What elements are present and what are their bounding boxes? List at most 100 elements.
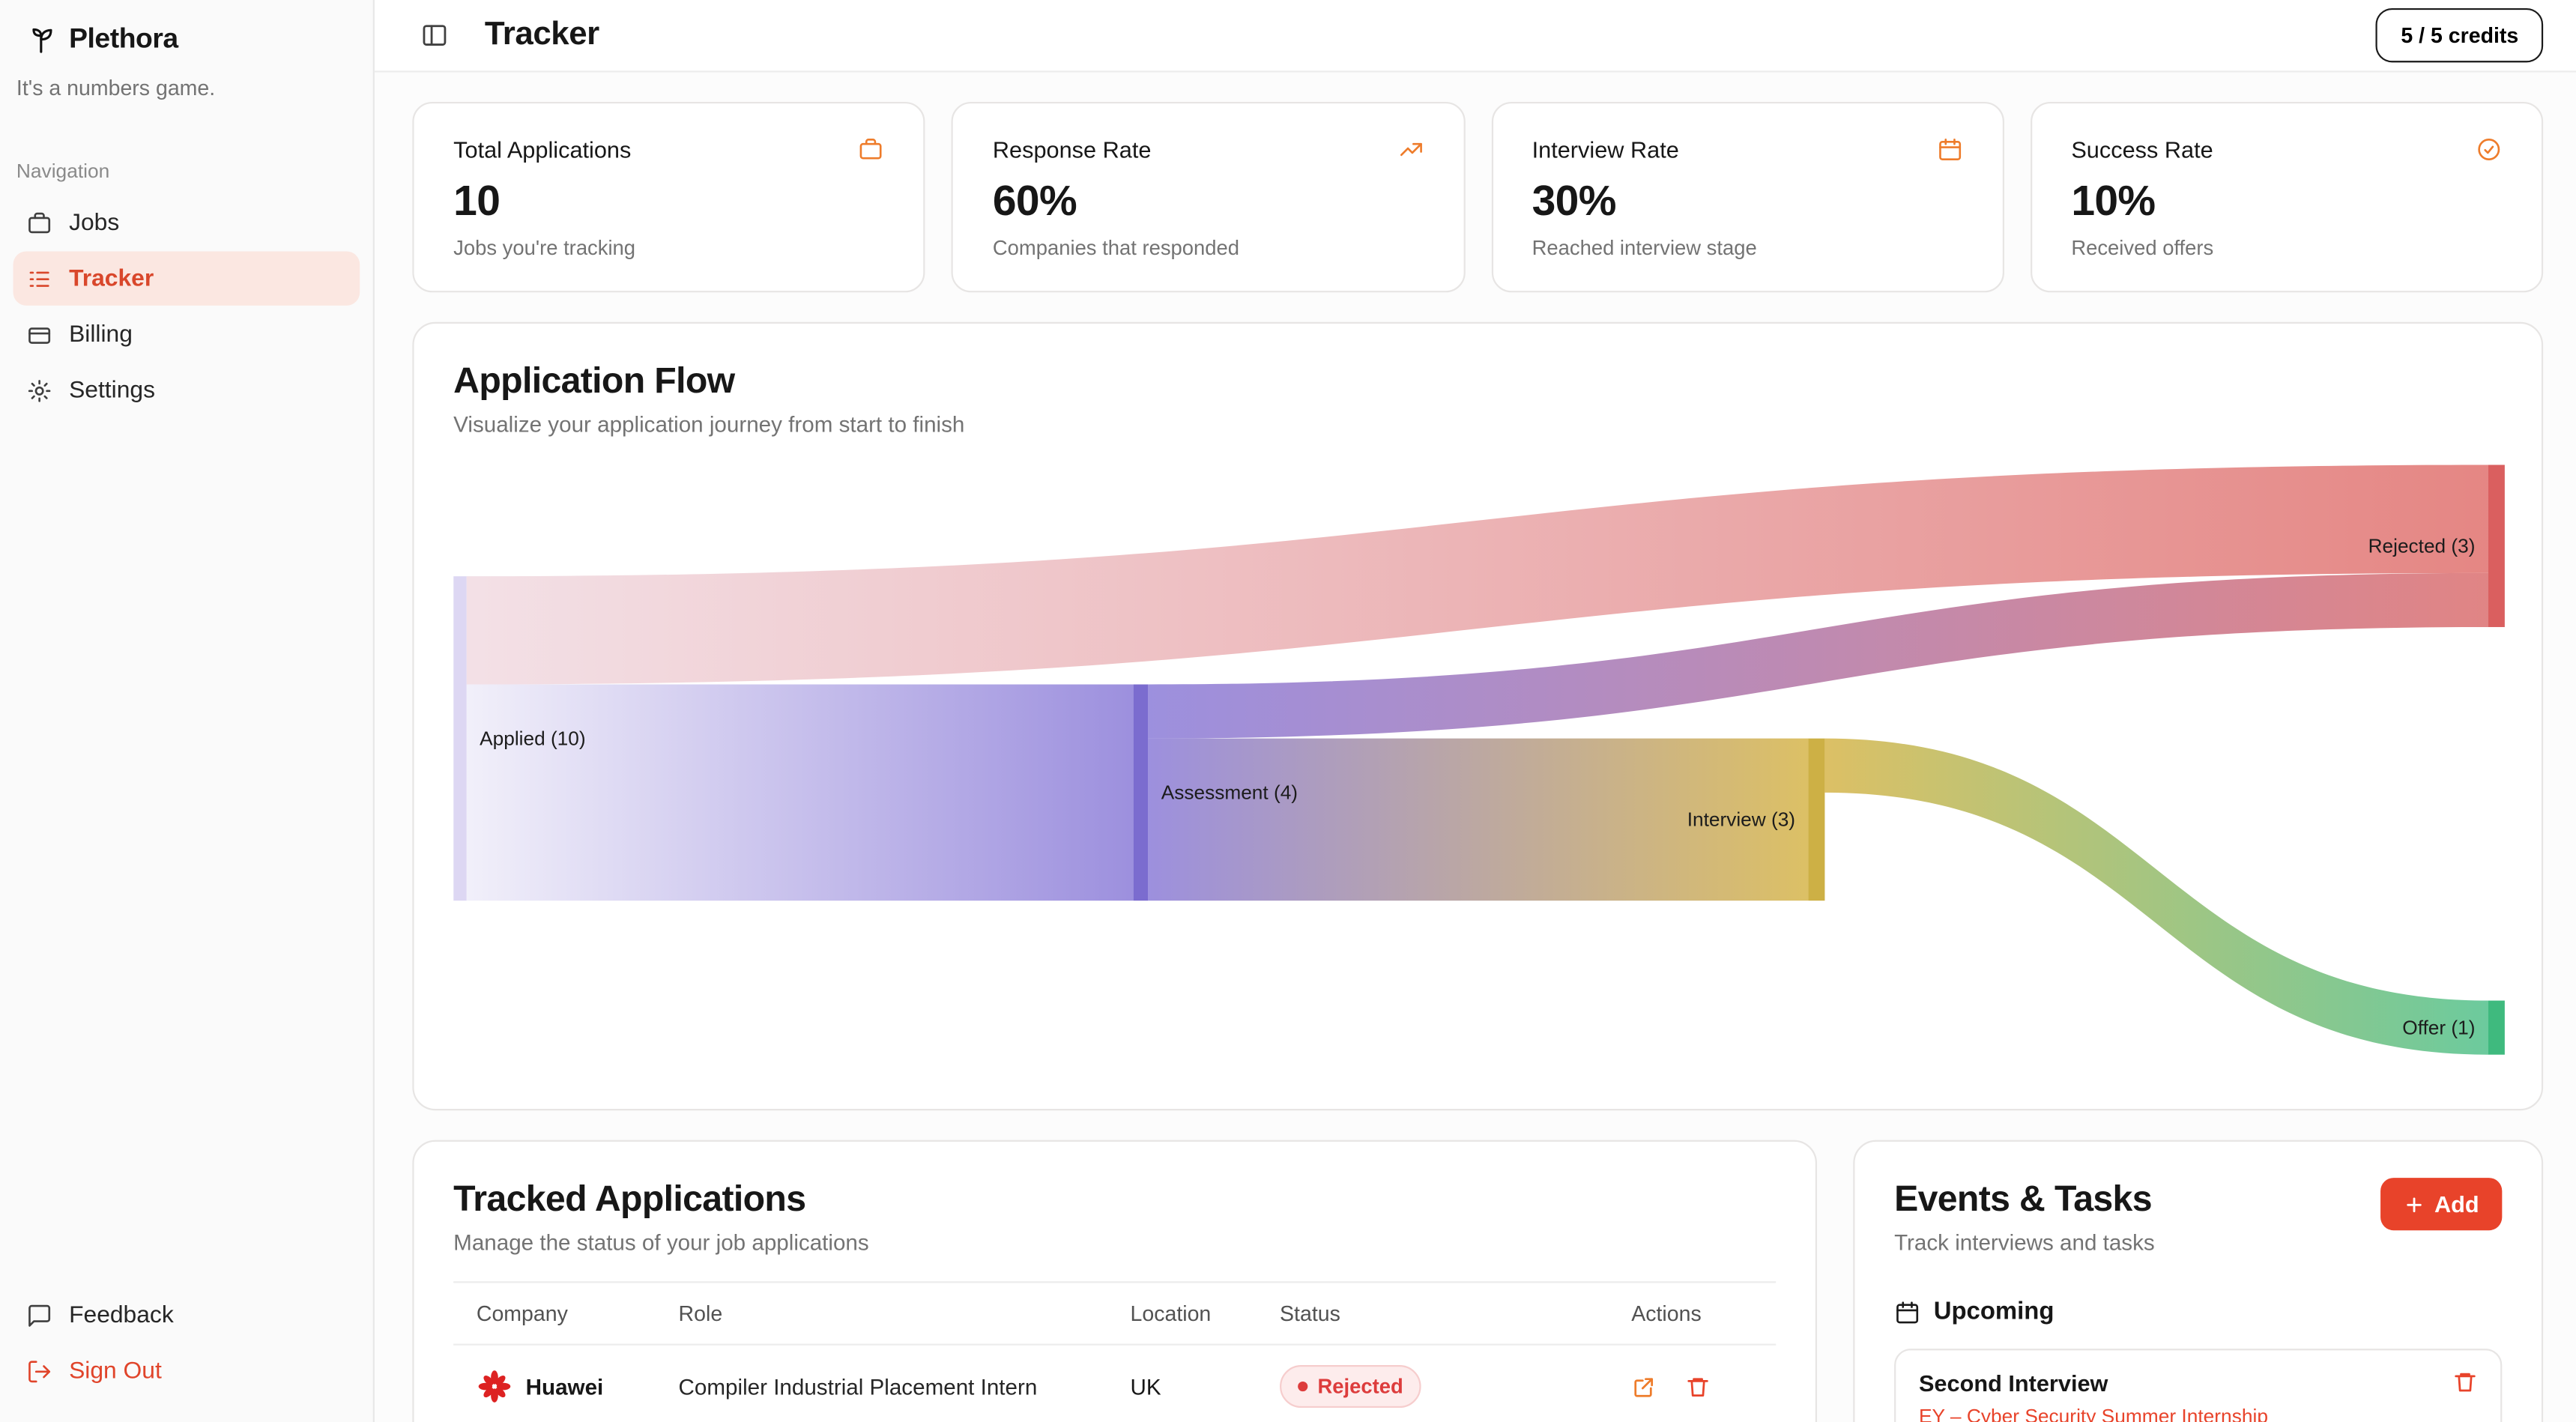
sankey-node-assessment	[1133, 684, 1149, 901]
event-item: Second Interview EY – Cyber Security Sum…	[1894, 1349, 2503, 1422]
credits-button[interactable]: 5 / 5 credits	[2376, 7, 2544, 63]
gear-icon	[28, 378, 51, 402]
stat-caption: Reached interview stage	[1532, 236, 1757, 260]
sidebar-item-label: Feedback	[69, 1301, 174, 1328]
check-circle-icon	[2478, 139, 2500, 160]
column-header-status: Status	[1280, 1301, 1340, 1326]
sidebar-item-billing[interactable]: Billing	[13, 307, 360, 361]
add-event-button[interactable]: Add	[2380, 1178, 2503, 1231]
actions-cell	[1631, 1374, 1753, 1399]
sankey-node-offer	[2488, 1000, 2505, 1055]
upcoming-section-header: Upcoming	[1894, 1298, 2502, 1325]
column-header-company: Company	[476, 1301, 568, 1326]
sankey-link-applied-assessment	[466, 684, 1134, 901]
trending-up-icon	[1399, 142, 1421, 157]
sidebar: Plethora It's a numbers game. Navigation…	[0, 0, 375, 1422]
sankey-node-interview	[1808, 738, 1825, 901]
application-flow-subtitle: Visualize your application journey from …	[453, 412, 965, 438]
trash-icon	[2455, 1373, 2476, 1392]
sankey-label-assessment: Assessment (4)	[1161, 781, 1298, 804]
panel-left-icon	[423, 25, 447, 46]
sidebar-item-signout[interactable]: Sign Out	[13, 1344, 360, 1398]
stat-caption: Received offers	[2071, 236, 2214, 260]
company-cell: Huawei	[477, 1368, 679, 1404]
sidebar-toggle-button[interactable]	[420, 22, 448, 49]
events-subtitle: Track interviews and tasks	[1894, 1230, 2155, 1256]
location-cell: UK	[1130, 1374, 1161, 1400]
calendar-icon	[1938, 139, 1961, 160]
stat-value: 30%	[1532, 175, 1617, 226]
status-label: Rejected	[1317, 1375, 1403, 1398]
sankey-label-rejected: Rejected (3)	[2368, 534, 2476, 557]
sidebar-item-settings[interactable]: Settings	[13, 363, 360, 417]
sankey-link-applied-rejected	[466, 465, 2489, 685]
sankey-label-interview: Interview (3)	[1687, 808, 1795, 831]
stat-caption: Jobs you're tracking	[453, 236, 636, 260]
logout-icon	[28, 1360, 51, 1382]
stat-caption: Companies that responded	[992, 236, 1240, 260]
stat-card-interview-rate: Interview Rate 30% Reached interview sta…	[1490, 101, 2004, 293]
briefcase-icon	[860, 139, 883, 160]
delete-event-button[interactable]	[2453, 1370, 2478, 1395]
upcoming-label: Upcoming	[1933, 1298, 2055, 1326]
main-area: Tracker 5 / 5 credits Total Applications…	[374, 0, 2576, 1422]
status-cell: Rejected	[1280, 1365, 1631, 1409]
stat-value: 60%	[992, 175, 1077, 226]
table-header-row: Company Role Location Status Actions	[453, 1283, 1777, 1346]
calendar-icon	[1896, 1301, 1919, 1323]
stat-value: 10%	[2071, 175, 2156, 226]
table-row: Huawei Compiler Industrial Placement Int…	[453, 1346, 1776, 1422]
sankey-link-assessment-interview	[1148, 738, 1809, 901]
sidebar-item-label: Billing	[69, 321, 133, 348]
stat-label: Response Rate	[992, 136, 1152, 163]
list-icon	[29, 270, 49, 286]
column-header-role: Role	[678, 1301, 723, 1326]
event-subtitle: EY – Cyber Security Summer Internship	[1918, 1404, 2268, 1422]
stat-card-success-rate: Success Rate 10% Received offers	[2030, 101, 2544, 293]
page-title: Tracker	[484, 16, 599, 53]
sidebar-item-label: Sign Out	[69, 1358, 162, 1385]
events-header: Events & Tasks Track interviews and task…	[1894, 1178, 2503, 1256]
tracked-title: Tracked Applications	[453, 1178, 806, 1219]
event-title: Second Interview	[1918, 1370, 2108, 1397]
sidebar-item-feedback[interactable]: Feedback	[13, 1288, 360, 1342]
stat-card-response-rate: Response Rate 60% Companies that respond…	[952, 101, 1465, 293]
sankey-label-applied: Applied (10)	[480, 727, 585, 749]
tracked-applications-card: Tracked Applications Manage the status o…	[412, 1140, 1818, 1422]
open-application-button[interactable]	[1631, 1374, 1656, 1399]
content: Total Applications 10 Jobs you're tracki…	[375, 72, 2576, 1422]
stat-label: Interview Rate	[1532, 136, 1679, 163]
credit-card-icon	[28, 327, 51, 343]
delete-application-button[interactable]	[1686, 1374, 1711, 1399]
plethora-logo-icon	[32, 28, 52, 53]
sankey-node-applied	[453, 576, 467, 901]
external-link-icon	[1634, 1377, 1654, 1397]
sidebar-item-tracker[interactable]: Tracker	[13, 251, 360, 306]
bottom-row: Tracked Applications Manage the status o…	[412, 1140, 2544, 1422]
plus-icon	[2406, 1196, 2422, 1211]
sidebar-item-label: Jobs	[69, 209, 120, 236]
stat-label: Total Applications	[453, 136, 632, 163]
application-flow-card: Application Flow Visualize your applicat…	[412, 321, 2544, 1111]
tracked-subtitle: Manage the status of your job applicatio…	[453, 1230, 869, 1256]
applications-table: Company Role Location Status Actions Hua…	[453, 1281, 1777, 1422]
sidebar-spacer	[13, 419, 360, 1288]
sidebar-item-label: Settings	[69, 377, 155, 404]
add-button-label: Add	[2434, 1190, 2479, 1217]
top-header: Tracker 5 / 5 credits	[374, 0, 2576, 73]
column-header-location: Location	[1130, 1301, 1212, 1326]
company-name: Huawei	[525, 1374, 604, 1400]
stats-row: Total Applications 10 Jobs you're tracki…	[412, 101, 2544, 293]
sankey-chart: Applied (10) Assessment (4) Interview (3) R…	[453, 465, 2505, 1055]
status-dot-icon	[1298, 1381, 1308, 1392]
brand-tagline: It's a numbers game.	[16, 75, 216, 100]
stat-label: Success Rate	[2071, 136, 2213, 163]
brand: Plethora	[13, 19, 360, 59]
column-header-actions: Actions	[1631, 1301, 1702, 1326]
stat-value: 10	[453, 175, 501, 226]
sankey-link-interview-offer	[1824, 738, 2489, 1055]
sankey-label-offer: Offer (1)	[2402, 1016, 2475, 1038]
sidebar-item-jobs[interactable]: Jobs	[13, 196, 360, 249]
events-tasks-card: Events & Tasks Track interviews and task…	[1853, 1140, 2544, 1422]
